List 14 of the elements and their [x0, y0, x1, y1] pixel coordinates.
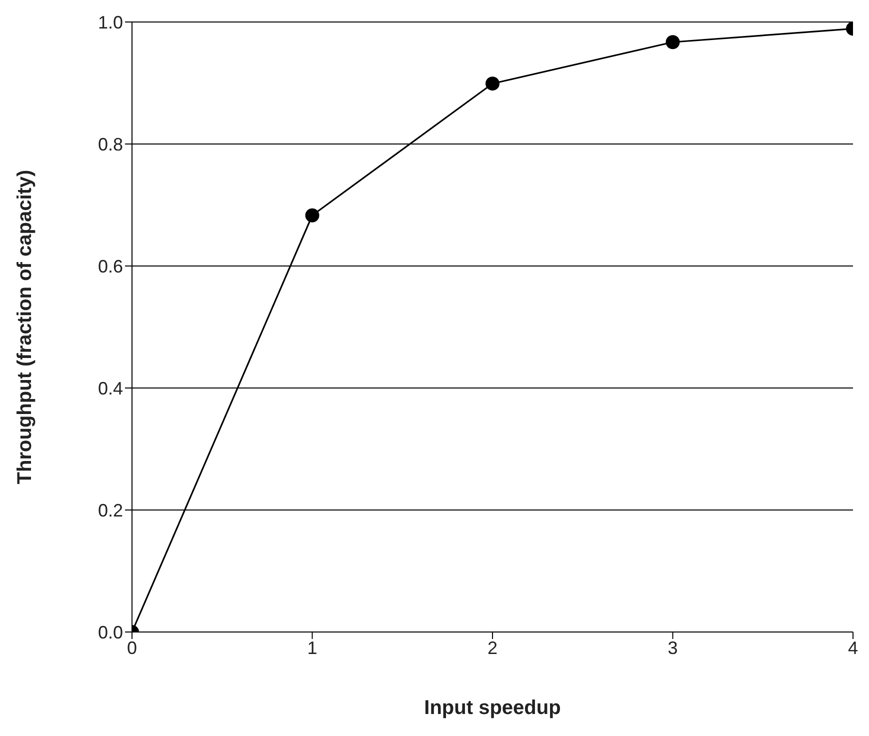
x-axis-title: Input speedup [424, 697, 561, 719]
y-tick-label: 0.8 [98, 134, 123, 154]
y-tick-label: 0.4 [98, 378, 123, 398]
x-tick-label: 3 [668, 638, 678, 658]
x-tick-label: 2 [487, 638, 498, 658]
point [486, 76, 500, 91]
x-tick-label: 4 [848, 638, 858, 658]
x-tick-label: 1 [307, 638, 318, 658]
y-tick-label: 1.0 [98, 12, 123, 32]
y-tick-label: 0.0 [98, 622, 123, 642]
y-tick-label: 0.6 [98, 256, 123, 276]
y-tick-label: 0.2 [98, 500, 123, 520]
x-tick-label: 0 [126, 638, 138, 658]
y-axis-title: Throughput (fraction of capacity) [14, 170, 36, 484]
